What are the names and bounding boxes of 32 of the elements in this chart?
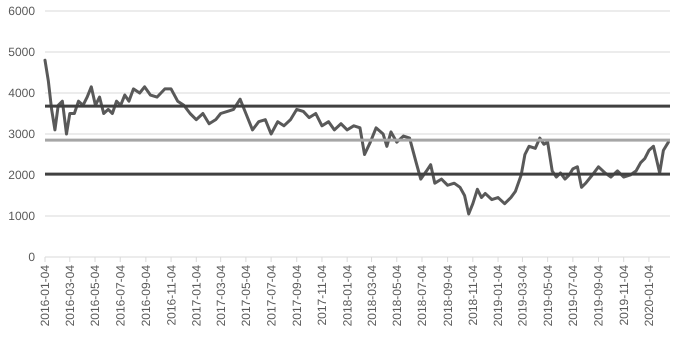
x-tick-label: 2019-05-04 [540, 264, 555, 326]
x-tick-label: 2018-05-04 [390, 264, 404, 326]
x-tick-label: 2016-07-04 [113, 264, 128, 326]
x-tick-label: 2017-07-04 [264, 264, 278, 326]
y-tick-label: 1000 [8, 209, 36, 224]
y-tick-label: 5000 [8, 45, 36, 60]
x-tick-label: 2017-09-04 [290, 264, 304, 326]
y-tick-label: 3000 [8, 127, 36, 142]
x-tick-label: 2017-05-04 [239, 264, 254, 326]
x-tick-label: 2018-03-04 [364, 264, 379, 326]
y-tick-label: 2000 [8, 168, 36, 182]
x-tick-label: 2019-01-04 [491, 264, 506, 326]
x-tick-label: 2019-07-04 [566, 264, 580, 326]
x-tick-label: 2018-01-04 [340, 264, 354, 326]
y-tick-label: 0 [28, 250, 36, 264]
x-tick-label: 2018-09-04 [440, 264, 455, 326]
x-tick-label: 2019-03-04 [516, 264, 530, 326]
x-tick-label: 2018-11-04 [466, 264, 480, 326]
x-tick-label: 2017-03-04 [214, 264, 228, 326]
x-tick-label: 2019-09-04 [592, 264, 606, 326]
x-tick-label: 2017-01-04 [189, 264, 204, 326]
x-tick-label: 2018-07-04 [415, 264, 430, 326]
y-tick-label: 4000 [8, 86, 36, 100]
x-tick-label: 2017-11-04 [315, 264, 330, 326]
x-tick-label: 2016-01-04 [38, 264, 52, 326]
x-tick-label: 2020-01-04 [642, 264, 656, 326]
x-tick-label: 2019-11-04 [616, 264, 631, 326]
x-tick-label: 2016-05-04 [88, 264, 102, 326]
y-tick-label: 6000 [8, 4, 36, 18]
x-tick-label: 2016-11-04 [164, 264, 178, 326]
x-tick-label: 2016-03-04 [63, 264, 77, 326]
x-tick-label: 2016-09-04 [139, 264, 154, 326]
